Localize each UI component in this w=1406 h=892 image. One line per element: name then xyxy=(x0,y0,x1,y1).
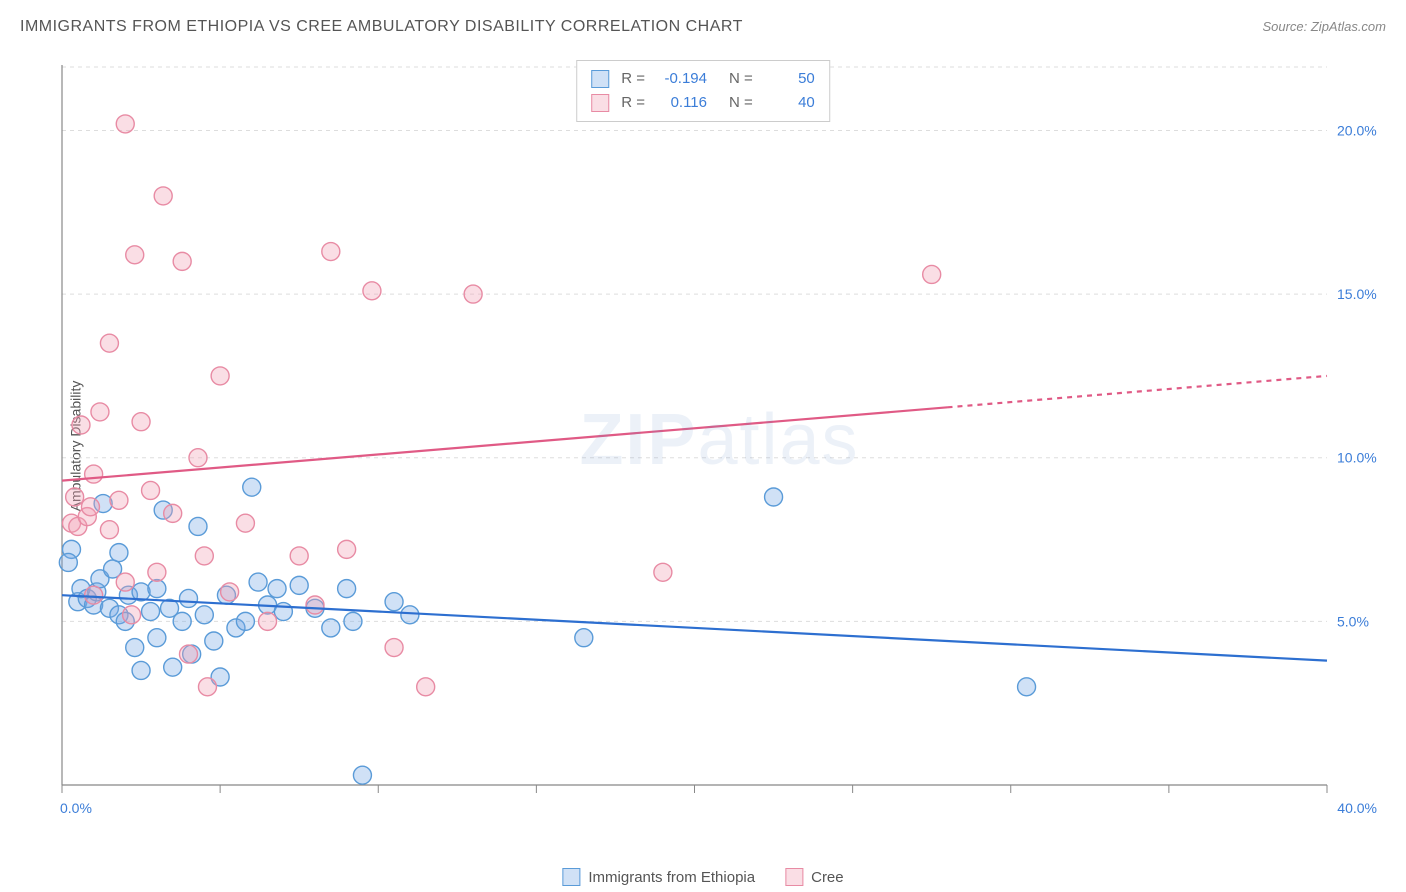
legend-item: Cree xyxy=(785,868,844,886)
data-point xyxy=(72,416,90,434)
data-point xyxy=(575,629,593,647)
data-point xyxy=(236,514,254,532)
data-point xyxy=(85,465,103,483)
data-point xyxy=(417,678,435,696)
data-point xyxy=(100,521,118,539)
data-point xyxy=(164,658,182,676)
data-point xyxy=(765,488,783,506)
data-point xyxy=(116,115,134,133)
data-point xyxy=(268,580,286,598)
data-point xyxy=(142,603,160,621)
svg-text:20.0%: 20.0% xyxy=(1337,122,1377,138)
legend-swatch xyxy=(562,868,580,886)
r-label: R = xyxy=(621,91,645,115)
data-point xyxy=(243,478,261,496)
data-point xyxy=(385,593,403,611)
data-point xyxy=(306,596,324,614)
data-point xyxy=(211,367,229,385)
data-point xyxy=(123,606,141,624)
data-point xyxy=(116,573,134,591)
data-point xyxy=(189,517,207,535)
data-point xyxy=(189,449,207,467)
data-point xyxy=(148,580,166,598)
data-point xyxy=(322,619,340,637)
n-value: 40 xyxy=(761,91,815,115)
data-point xyxy=(173,612,191,630)
legend-row: R = 0.116 N = 40 xyxy=(591,91,815,115)
legend-label: Immigrants from Ethiopia xyxy=(588,869,755,886)
legend-swatch xyxy=(591,94,609,112)
n-value: 50 xyxy=(761,67,815,91)
data-point xyxy=(385,639,403,657)
legend-label: Cree xyxy=(811,869,844,886)
data-point xyxy=(142,481,160,499)
data-point xyxy=(126,639,144,657)
source-attribution: Source: ZipAtlas.com xyxy=(1262,19,1386,34)
data-point xyxy=(322,243,340,261)
data-point xyxy=(1018,678,1036,696)
data-point xyxy=(338,540,356,558)
source-name: ZipAtlas.com xyxy=(1311,19,1386,34)
data-point xyxy=(205,632,223,650)
data-point xyxy=(91,403,109,421)
data-point xyxy=(148,629,166,647)
svg-text:10.0%: 10.0% xyxy=(1337,450,1377,466)
data-point xyxy=(173,252,191,270)
data-point xyxy=(198,678,216,696)
data-point xyxy=(401,606,419,624)
data-point xyxy=(180,645,198,663)
data-point xyxy=(464,285,482,303)
chart-title: IMMIGRANTS FROM ETHIOPIA VS CREE AMBULAT… xyxy=(20,18,743,36)
chart-area: ZIPatlas 5.0%10.0%15.0%20.0%0.0%40.0% xyxy=(52,55,1387,825)
data-point xyxy=(195,547,213,565)
data-point xyxy=(66,488,84,506)
trend-line xyxy=(62,407,948,480)
legend-swatch xyxy=(785,868,803,886)
trend-line-extrapolated xyxy=(948,376,1328,407)
r-value: 0.116 xyxy=(653,91,707,115)
data-point xyxy=(164,504,182,522)
data-point xyxy=(249,573,267,591)
data-point xyxy=(110,544,128,562)
svg-text:40.0%: 40.0% xyxy=(1337,800,1377,816)
data-point xyxy=(654,563,672,581)
data-point xyxy=(259,612,277,630)
data-point xyxy=(290,576,308,594)
r-value: -0.194 xyxy=(653,67,707,91)
data-point xyxy=(195,606,213,624)
data-point xyxy=(132,661,150,679)
svg-text:0.0%: 0.0% xyxy=(60,800,92,816)
data-point xyxy=(236,612,254,630)
data-point xyxy=(59,553,77,571)
svg-text:5.0%: 5.0% xyxy=(1337,613,1369,629)
data-point xyxy=(180,589,198,607)
data-point xyxy=(100,334,118,352)
n-label: N = xyxy=(729,67,753,91)
data-point xyxy=(344,612,362,630)
data-point xyxy=(110,491,128,509)
data-point xyxy=(132,413,150,431)
data-point xyxy=(338,580,356,598)
data-point xyxy=(290,547,308,565)
data-point xyxy=(353,766,371,784)
r-label: R = xyxy=(621,67,645,91)
series-legend: Immigrants from Ethiopia Cree xyxy=(562,868,843,886)
legend-row: R = -0.194 N = 50 xyxy=(591,67,815,91)
svg-text:15.0%: 15.0% xyxy=(1337,286,1377,302)
data-point xyxy=(85,586,103,604)
n-label: N = xyxy=(729,91,753,115)
correlation-legend: R = -0.194 N = 50 R = 0.116 N = 40 xyxy=(576,60,830,122)
data-point xyxy=(81,498,99,516)
legend-item: Immigrants from Ethiopia xyxy=(562,868,755,886)
data-point xyxy=(363,282,381,300)
data-point xyxy=(148,563,166,581)
data-point xyxy=(923,265,941,283)
scatter-plot-svg: 5.0% 10.0% 15.0% 20.0% 0.0% 40.0% xyxy=(52,55,1387,825)
data-point xyxy=(221,583,239,601)
legend-swatch xyxy=(591,70,609,88)
data-point xyxy=(126,246,144,264)
source-label: Source: xyxy=(1262,19,1310,34)
data-point xyxy=(154,187,172,205)
